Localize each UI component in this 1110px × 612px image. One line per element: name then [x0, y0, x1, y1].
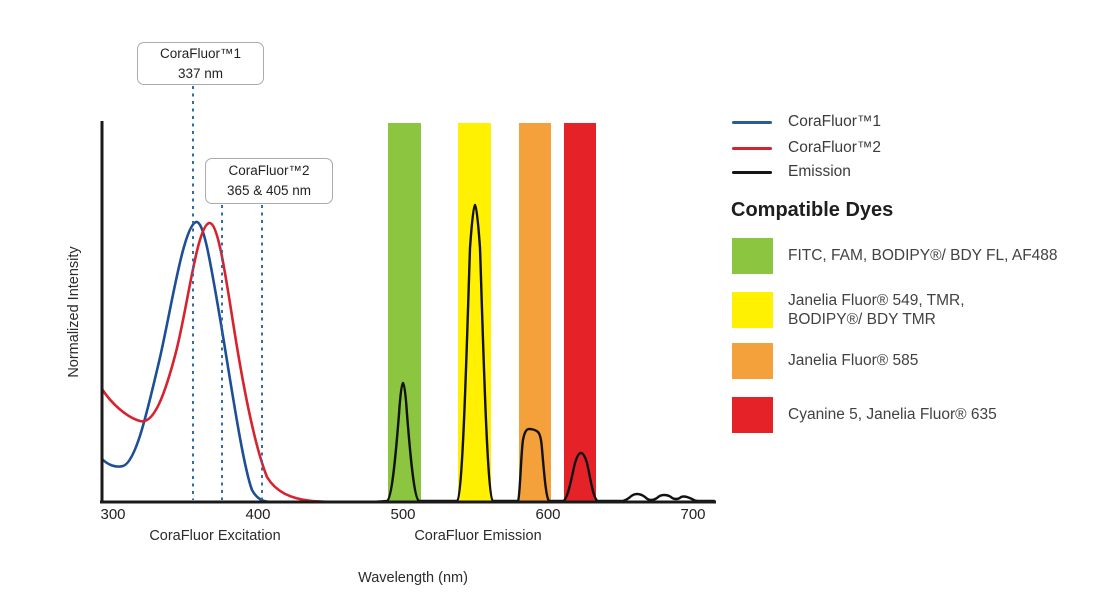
emission-line-swatch — [732, 170, 772, 174]
emission-section-label: CoraFluor Emission — [414, 528, 542, 544]
yellow-dye-swatch — [732, 292, 773, 329]
legend-item-corafluor1: CoraFluor™1 — [732, 113, 881, 131]
red-dye-label: Cyanine 5, Janelia Fluor® 635 — [788, 406, 997, 424]
orange-dye-swatch — [732, 343, 773, 379]
filter-band-orange — [519, 123, 551, 502]
corafluor1-excitation-curve — [100, 220, 274, 504]
corafluor1-line-swatch — [732, 120, 772, 124]
dye-row-orange: Janelia Fluor® 585 — [732, 343, 918, 379]
y-axis-label: Normalized Intensity — [66, 246, 82, 378]
x-tick-500: 500 — [390, 506, 416, 523]
x-tick-600: 600 — [535, 506, 561, 523]
excitation-section-label: CoraFluor Excitation — [149, 528, 281, 544]
cf1-annotation-box: CoraFluor™1 337 nm — [137, 42, 264, 85]
x-tick-400: 400 — [245, 506, 271, 523]
corafluor2-line-swatch — [732, 146, 772, 150]
x-tick-700: 700 — [680, 506, 706, 523]
filter-band-green — [388, 123, 421, 502]
x-tick-300: 300 — [100, 506, 126, 523]
legend-label-corafluor1: CoraFluor™1 — [788, 113, 882, 130]
green-dye-label: FITC, FAM, BODIPY®/ BDY FL, AF488 — [788, 247, 1058, 265]
filter-band-red — [564, 123, 596, 502]
emission-curve — [370, 203, 716, 504]
corafluor2-excitation-curve — [100, 221, 354, 504]
cf2-annotation-title: CoraFluor™2 — [228, 163, 310, 179]
cf2-annotation-value: 365 & 405 nm — [226, 183, 312, 198]
dye-row-yellow: Janelia Fluor® 549, TMR, BODIPY®/ BDY TM… — [732, 291, 965, 330]
dye-row-red: Cyanine 5, Janelia Fluor® 635 — [732, 397, 997, 433]
legend-label-corafluor2: CoraFluor™2 — [788, 139, 882, 156]
green-dye-swatch — [732, 238, 773, 274]
cf1-annotation-title: CoraFluor™1 — [159, 45, 242, 61]
orange-dye-label: Janelia Fluor® 585 — [788, 352, 919, 370]
compatible-dyes-title: Compatible Dyes — [731, 199, 894, 221]
legend-item-emission: Emission — [732, 163, 851, 181]
dye-row-green: FITC, FAM, BODIPY®/ BDY FL, AF488 — [732, 238, 1058, 274]
cf2-annotation-box: CoraFluor™2 365 & 405 nm — [205, 158, 333, 204]
red-dye-swatch — [732, 397, 773, 433]
yellow-dye-label: Janelia Fluor® 549, TMR, BODIPY®/ BDY TM… — [788, 292, 965, 329]
x-axis-label: Wavelength (nm) — [358, 570, 468, 586]
legend-label-emission: Emission — [788, 163, 851, 180]
cf1-annotation-value: 337 nm — [177, 65, 224, 81]
legend-item-corafluor2: CoraFluor™2 — [732, 139, 881, 157]
